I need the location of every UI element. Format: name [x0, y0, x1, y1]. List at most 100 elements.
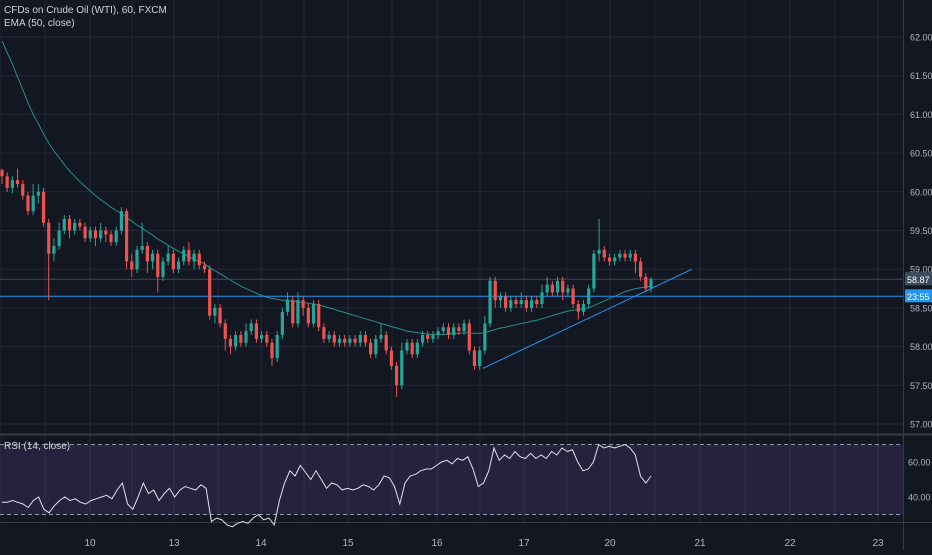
- candle-down: [576, 304, 580, 312]
- price-tick-label: 62.00: [910, 33, 932, 43]
- candle-up: [73, 222, 77, 231]
- candle-up: [10, 180, 14, 188]
- candle-down: [145, 245, 149, 262]
- candle-up: [498, 296, 503, 301]
- trendline[interactable]: [482, 268, 693, 369]
- price-tick-label: 57.00: [910, 420, 932, 430]
- candle-down: [353, 338, 357, 343]
- candle-down: [156, 253, 160, 277]
- candle-down: [15, 180, 20, 185]
- candle-down: [218, 307, 222, 324]
- candle-up: [358, 334, 362, 343]
- candle-down: [322, 327, 326, 339]
- current-price-badge: [905, 272, 932, 286]
- price-tick-label: 58.00: [910, 342, 932, 352]
- candle-down: [394, 365, 399, 386]
- candle-down: [384, 334, 388, 351]
- level-layer: [0, 278, 903, 297]
- candle-up: [140, 245, 144, 250]
- price-tick-label: 61.00: [910, 110, 932, 120]
- candle-up: [114, 230, 118, 243]
- candle-up: [431, 334, 435, 339]
- candle-down: [561, 280, 565, 293]
- ema-line: [1, 40, 652, 335]
- price-tick-label: 61.50: [910, 71, 932, 81]
- candle-down: [535, 300, 539, 305]
- candle-up: [519, 300, 523, 305]
- candle-up: [213, 307, 217, 316]
- candle-down: [301, 300, 305, 308]
- ema-legend[interactable]: EMA (50, close): [4, 18, 75, 29]
- candle-down: [607, 257, 612, 262]
- time-tick-label: 20: [604, 538, 616, 549]
- candle-up: [566, 288, 570, 293]
- candle-down: [639, 261, 643, 277]
- candle-down: [130, 261, 134, 270]
- candle-down: [410, 342, 414, 355]
- time-tick-label: 21: [694, 538, 706, 549]
- candle-down: [83, 226, 87, 239]
- candle-up: [452, 327, 456, 335]
- candle-down: [93, 230, 98, 239]
- candle-up: [135, 249, 139, 270]
- symbol-legend[interactable]: CFDs on Crude Oil (WTI), 60, FXCM: [4, 5, 167, 16]
- candle-up: [57, 230, 61, 246]
- rsi-legend[interactable]: RSI (14, close): [4, 441, 71, 452]
- candle-down: [343, 338, 347, 343]
- candle-down: [197, 253, 201, 266]
- countdown-label: 23:55: [907, 292, 930, 302]
- candle-down: [228, 338, 233, 347]
- candle-up: [327, 334, 331, 339]
- candle-down: [265, 334, 269, 343]
- candle-up: [182, 249, 186, 262]
- candle-up: [88, 230, 92, 239]
- time-tick-label: 17: [518, 538, 530, 549]
- countdown-badge: [905, 289, 932, 303]
- candle-down: [78, 222, 82, 227]
- candle-down: [446, 327, 451, 335]
- candle-down: [223, 323, 227, 339]
- candle-down: [332, 334, 336, 343]
- candle-up: [234, 334, 238, 347]
- candle-up: [36, 191, 40, 196]
- candle-up: [587, 288, 591, 305]
- candle-down: [26, 195, 30, 212]
- candle-down: [633, 253, 638, 262]
- candle-up: [509, 300, 513, 308]
- time-tick-label: 13: [168, 538, 180, 549]
- candle-up: [285, 300, 290, 312]
- candle-down: [571, 288, 575, 305]
- candle-down: [187, 249, 191, 262]
- candle-up: [462, 323, 466, 332]
- candle-down: [363, 334, 368, 343]
- candle-up: [275, 334, 279, 359]
- rsi-tick-label: 40.00: [908, 493, 931, 503]
- price-tick-label: 59.00: [910, 265, 932, 275]
- time-tick-label: 23: [872, 538, 884, 549]
- candle-down: [602, 249, 606, 258]
- candle-up: [613, 257, 617, 262]
- candle-down: [467, 323, 471, 351]
- trend-layer[interactable]: [482, 268, 693, 369]
- candle-up: [296, 300, 300, 324]
- rsi-line: [2, 443, 652, 528]
- candle-down: [426, 334, 430, 339]
- candle-down: [125, 211, 129, 262]
- candle-down: [524, 300, 528, 308]
- candle-up: [483, 323, 487, 351]
- price-tick-label: 59.50: [910, 226, 932, 236]
- candle-up: [311, 304, 316, 324]
- candle-down: [389, 350, 393, 366]
- candle-down: [291, 300, 295, 324]
- time-tick-label: 16: [431, 538, 443, 549]
- candle-down: [109, 234, 113, 243]
- candle-up: [192, 253, 196, 262]
- candle-down: [644, 276, 648, 289]
- candle-down: [21, 184, 25, 196]
- candle-down: [504, 296, 508, 308]
- candle-down: [550, 284, 554, 293]
- candle-down: [493, 280, 497, 301]
- candle-up: [597, 249, 601, 254]
